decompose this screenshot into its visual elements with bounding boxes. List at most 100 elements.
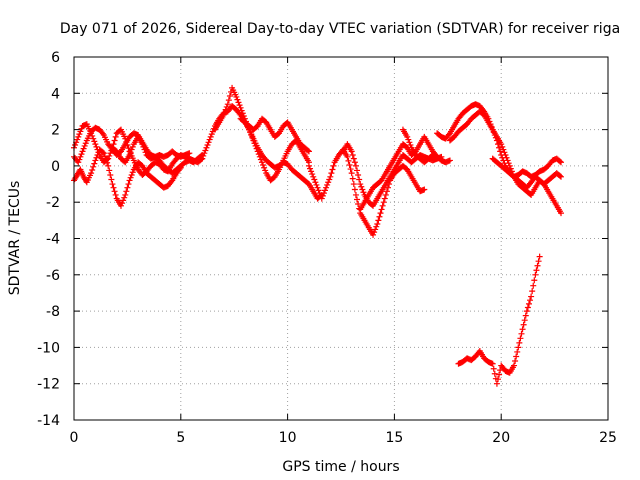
y-tick-label: -8 xyxy=(46,304,60,320)
y-tick-label: 6 xyxy=(51,50,60,66)
data-point xyxy=(373,223,380,230)
data-point xyxy=(81,142,88,149)
data-point xyxy=(330,162,337,169)
data-point xyxy=(374,220,381,227)
data-point xyxy=(434,155,441,162)
data-point xyxy=(499,143,506,150)
data-point xyxy=(535,258,542,265)
data-point xyxy=(359,186,366,193)
data-point xyxy=(90,163,97,170)
data-point xyxy=(515,344,522,351)
data-point xyxy=(106,167,113,174)
data-point xyxy=(92,157,99,164)
data-point xyxy=(525,300,532,307)
data-point xyxy=(88,170,95,177)
data-point xyxy=(505,160,512,167)
data-point xyxy=(519,326,526,333)
data-point xyxy=(177,164,184,171)
data-point xyxy=(349,175,356,182)
data-point xyxy=(345,157,352,164)
data-point xyxy=(326,176,333,183)
data-point xyxy=(110,184,117,191)
data-point xyxy=(489,360,496,367)
data-point xyxy=(558,210,565,217)
data-point xyxy=(520,321,527,328)
data-point xyxy=(500,146,507,153)
data-point xyxy=(203,144,210,151)
data-point xyxy=(240,112,247,119)
y-axis-label: SDTVAR / TECUs xyxy=(7,181,23,296)
data-point xyxy=(308,168,315,175)
data-point xyxy=(327,173,334,180)
data-point xyxy=(531,277,538,284)
data-point xyxy=(325,179,332,186)
data-point xyxy=(536,253,543,260)
data-point xyxy=(352,191,359,198)
data-point xyxy=(233,93,240,100)
series-arc-11 xyxy=(399,126,441,166)
x-tick-label: 20 xyxy=(492,430,510,446)
data-point xyxy=(77,153,84,160)
data-point xyxy=(238,107,245,114)
data-point xyxy=(76,131,83,138)
data-point xyxy=(123,188,130,195)
data-point xyxy=(74,136,81,143)
data-point xyxy=(72,142,79,149)
data-point xyxy=(529,288,536,295)
plot-frame xyxy=(73,56,609,421)
data-point xyxy=(371,229,378,236)
data-point xyxy=(248,132,255,139)
series-arc-15 xyxy=(455,253,543,387)
data-point xyxy=(186,150,193,157)
data-point xyxy=(504,157,511,164)
data-point xyxy=(511,362,518,369)
data-point xyxy=(127,174,134,181)
data-point xyxy=(253,145,260,152)
data-point xyxy=(89,166,96,173)
data-point xyxy=(202,147,209,154)
series-arc-13 xyxy=(446,108,565,217)
data-point xyxy=(128,146,135,153)
data-point xyxy=(105,162,112,169)
data-point xyxy=(494,376,501,383)
data-point xyxy=(90,135,97,142)
data-point xyxy=(112,191,119,198)
data-point xyxy=(528,293,535,300)
data-point xyxy=(254,148,261,155)
y-tick-label: 4 xyxy=(51,86,60,102)
data-point xyxy=(321,187,328,194)
data-point xyxy=(378,206,385,213)
data-point xyxy=(99,149,106,156)
data-point xyxy=(255,151,262,158)
data-point xyxy=(490,365,497,372)
data-point xyxy=(260,161,267,168)
data-point xyxy=(91,138,98,145)
data-point xyxy=(517,335,524,342)
x-tick-label: 25 xyxy=(599,430,617,446)
data-point xyxy=(516,339,523,346)
data-point xyxy=(533,267,540,274)
y-tick-label: -6 xyxy=(46,268,60,284)
data-point xyxy=(75,133,82,140)
data-point xyxy=(350,181,357,188)
data-point xyxy=(305,162,312,169)
data-point xyxy=(75,159,82,166)
data-point xyxy=(310,173,317,180)
data-point xyxy=(121,194,128,201)
data-point xyxy=(356,176,363,183)
data-point xyxy=(224,101,231,108)
series-arc-7 xyxy=(237,115,312,155)
data-point xyxy=(514,348,521,355)
data-point xyxy=(256,153,263,160)
data-point xyxy=(405,136,412,143)
data-point xyxy=(126,152,133,159)
data-point xyxy=(237,104,244,111)
y-tick-label: -10 xyxy=(37,340,60,356)
data-point xyxy=(168,178,175,185)
data-point xyxy=(109,181,116,188)
data-point xyxy=(122,191,129,198)
data-point xyxy=(104,159,111,166)
data-point xyxy=(141,146,148,153)
data-point xyxy=(530,282,537,289)
